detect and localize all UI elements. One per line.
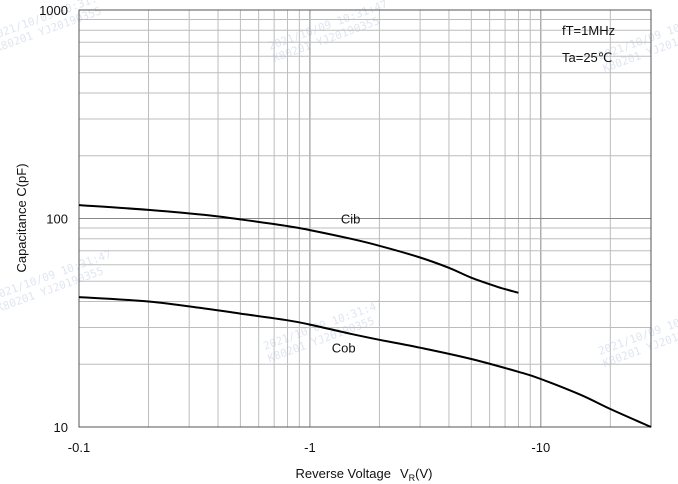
series-line-cob xyxy=(78,296,652,428)
condition-temperature: Ta=25℃ xyxy=(562,50,612,65)
condition-frequency: fT=1MHz xyxy=(562,23,615,38)
series-label-cob: Cob xyxy=(332,341,356,356)
x-axis-label: Reverse Voltage VR(V) xyxy=(296,466,433,483)
tick-labels: -0.1 -1 -10 10 100 1000 xyxy=(39,3,550,455)
x-axis-label-symbol: V xyxy=(400,466,409,481)
y-axis-label: Capacitance C(pF) xyxy=(14,163,29,272)
grid xyxy=(79,10,651,427)
y-tick-label: 100 xyxy=(46,212,68,227)
series-line-cib xyxy=(78,204,519,294)
x-axis-label-text: Reverse Voltage xyxy=(296,466,391,481)
x-axis-label-subscript: R xyxy=(409,473,416,483)
x-tick-label: -0.1 xyxy=(68,440,90,455)
x-tick-label: -1 xyxy=(304,440,316,455)
x-axis-label-unit: (V) xyxy=(415,466,432,481)
plot-frame xyxy=(78,9,652,428)
x-tick-label: -10 xyxy=(531,440,550,455)
y-tick-label: 10 xyxy=(54,420,68,435)
y-tick-label: 1000 xyxy=(39,3,68,18)
series-layer: Cib Cob xyxy=(78,204,652,428)
series-label-cib: Cib xyxy=(341,212,361,227)
